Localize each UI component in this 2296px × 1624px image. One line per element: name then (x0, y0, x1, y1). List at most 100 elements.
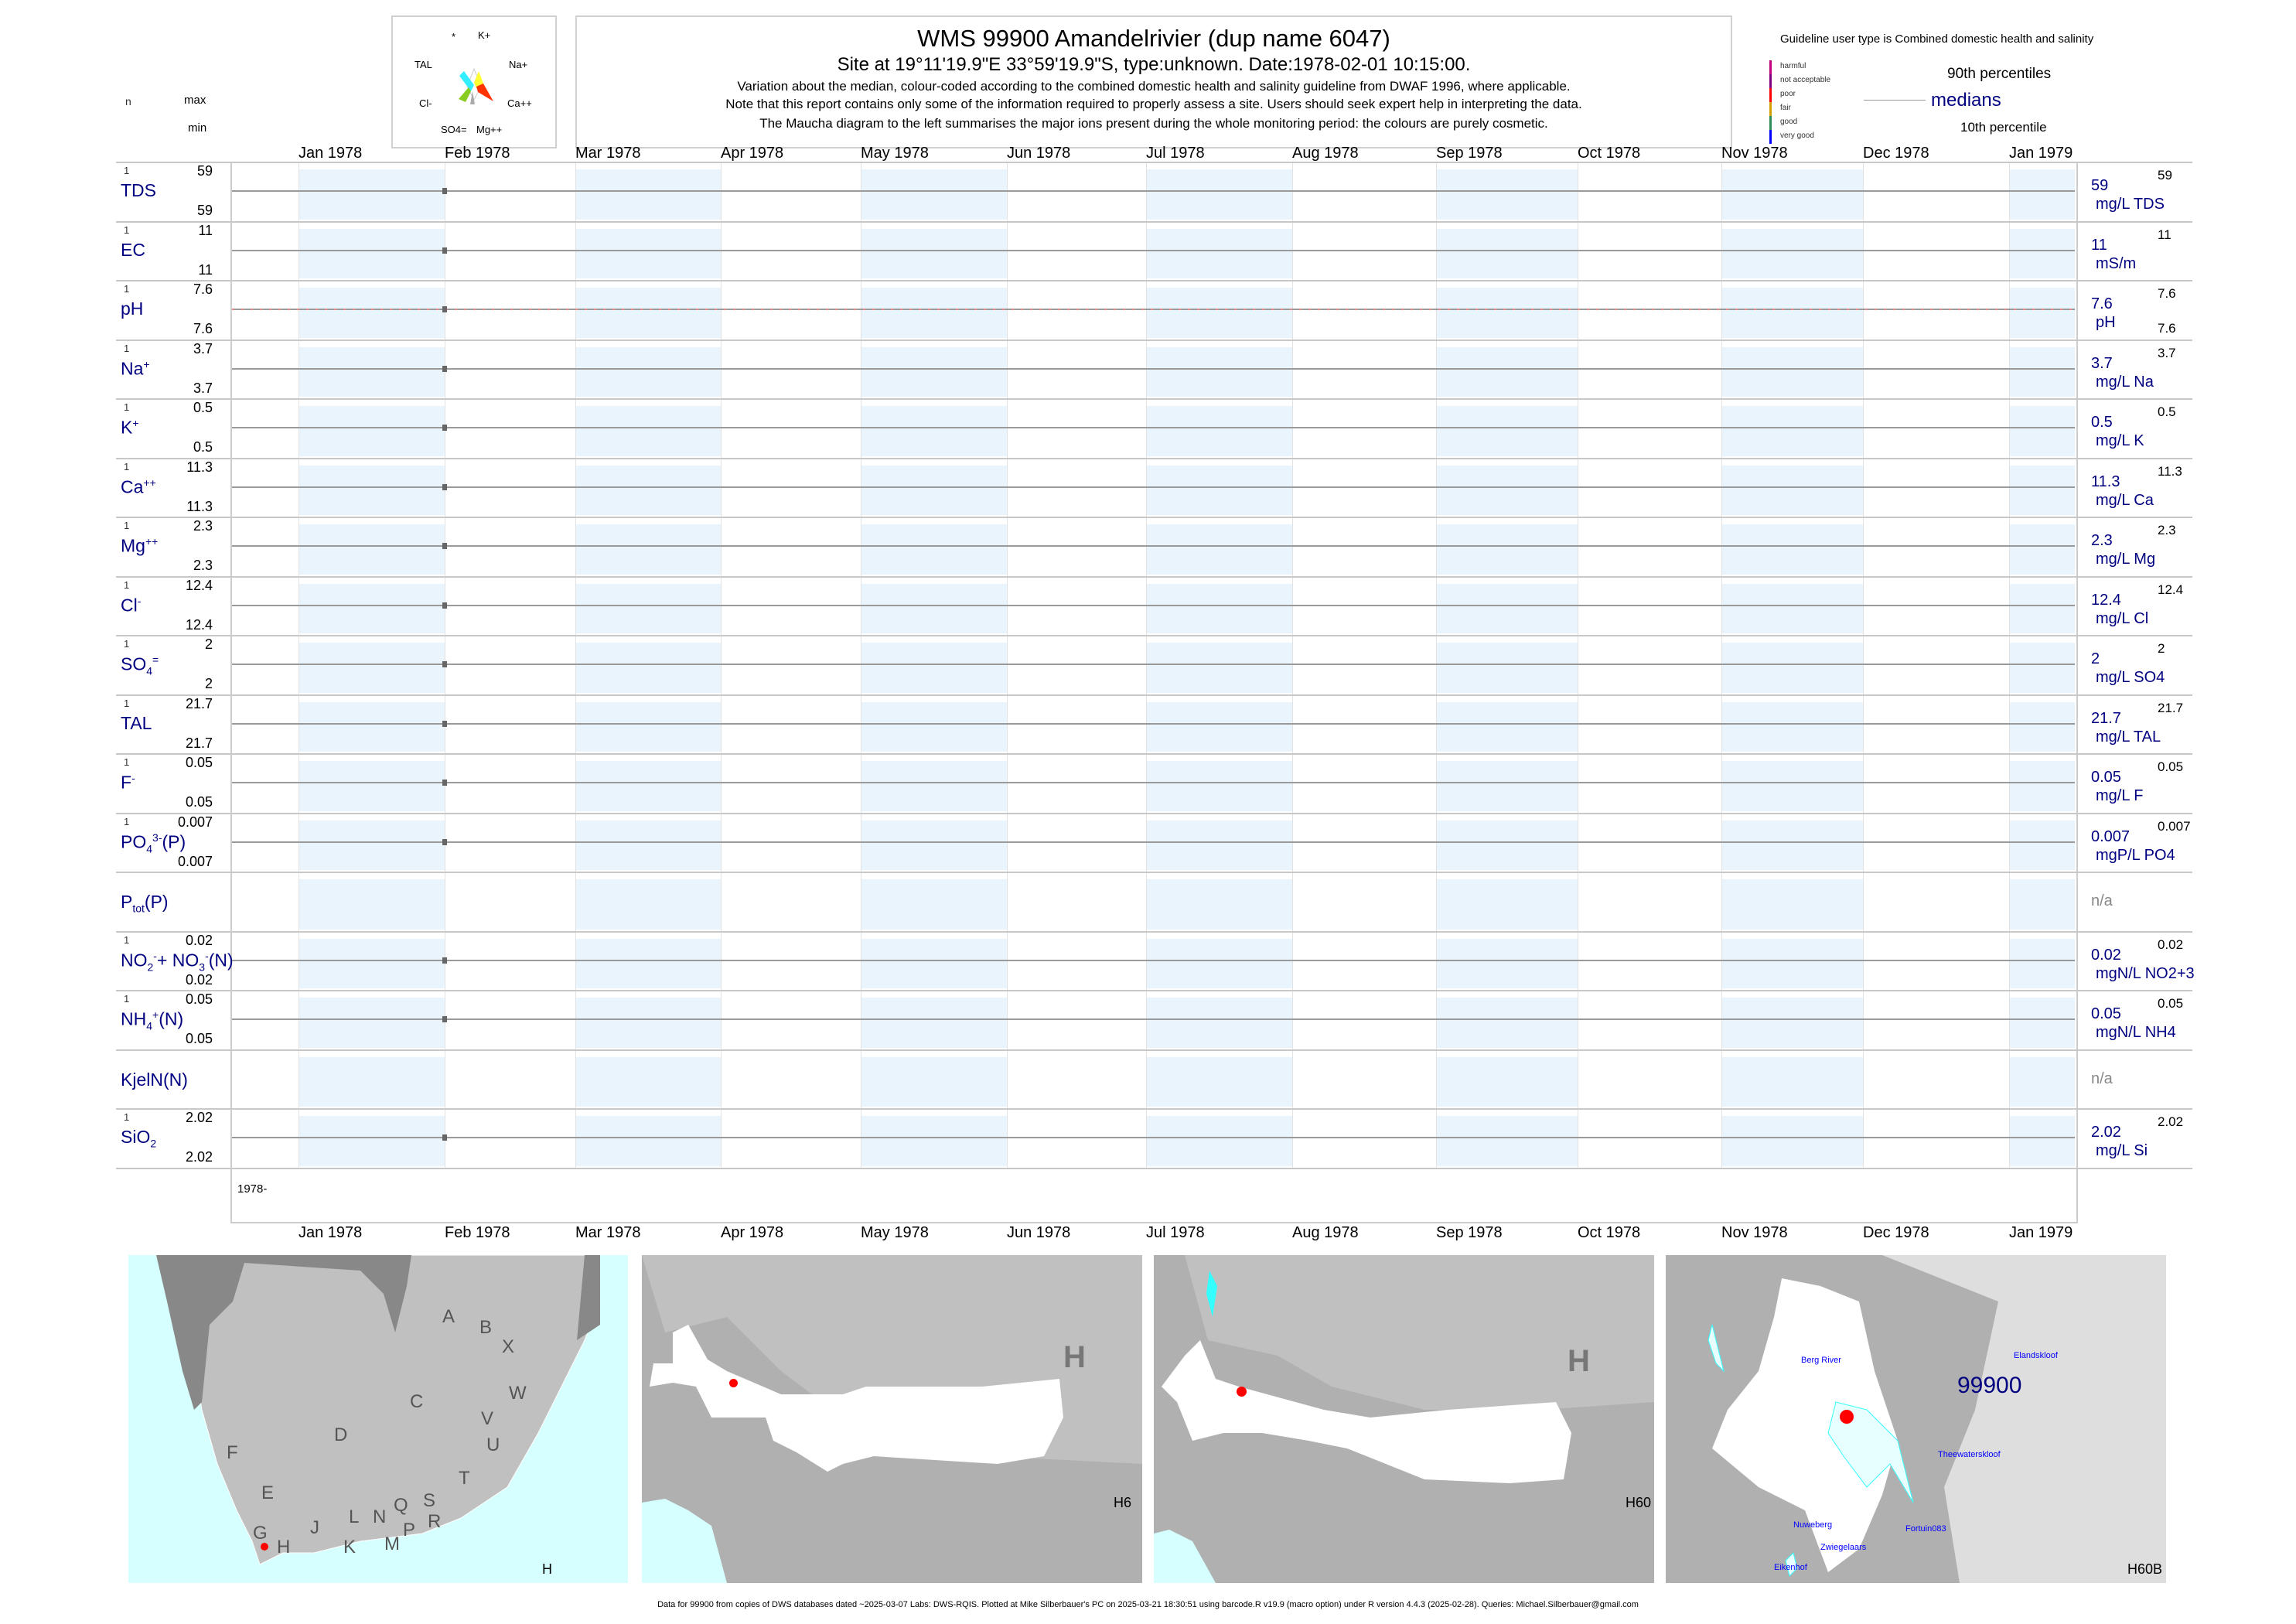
map-corner-label: H (542, 1561, 552, 1577)
unit-label: mg/L SO4 (2096, 669, 2165, 686)
map-h60b: 99900 Berg River Elandskloof Theewatersk… (1666, 1255, 2166, 1583)
label-part: (N) (159, 1008, 184, 1029)
title-box: WMS 99900 Amandelrivier (dup name 6047) … (575, 15, 1732, 148)
parameter-row-f: F- 1 0.05 0.05 0.05 0.05 mg/L F (0, 753, 2296, 813)
month-band (575, 938, 721, 988)
sample-count: 1 (124, 993, 130, 1005)
median-value: 21.7 (2091, 709, 2121, 727)
month-band (1436, 288, 1578, 338)
month-band (861, 701, 1007, 752)
maucha-label-cl: Cl- (419, 97, 432, 109)
parameter-label: PO43-(P) (121, 831, 186, 855)
place-label: Theewaterskloof (1938, 1450, 2001, 1459)
month-band (1436, 346, 1578, 397)
label-part: + (152, 1008, 159, 1021)
max-value: 0.02 (185, 932, 213, 948)
place-label: Zwiegelaars (1820, 1543, 1867, 1552)
south-africa-map-icon (155, 1255, 601, 1565)
month-gridline (721, 872, 722, 931)
month-gridline (575, 1049, 576, 1108)
min-value: 2.3 (193, 558, 213, 573)
month-band (1436, 228, 1578, 278)
month-tick-label: Mar 1978 (575, 1224, 641, 1241)
median-legend-line (1864, 100, 1926, 101)
label-part: ++ (143, 476, 156, 489)
min-value: 2.02 (185, 1149, 213, 1165)
region-label: U (486, 1435, 500, 1455)
region-label: R (428, 1511, 442, 1532)
month-band (2009, 524, 2075, 575)
label-part: EC (121, 239, 145, 260)
month-band (299, 643, 445, 693)
max-value: 2 (204, 636, 213, 652)
label-part: (P) (144, 892, 169, 912)
month-tick-label: Jan 1979 (2009, 145, 2073, 162)
month-band (299, 288, 445, 338)
p90-value: 11 (2158, 227, 2171, 242)
n-header: n (125, 95, 131, 107)
region-label: K (343, 1537, 357, 1557)
month-band (2009, 998, 2075, 1048)
median-value: 2.3 (2091, 532, 2113, 549)
month-tick-label: Jun 1978 (1007, 1224, 1071, 1241)
region-label: Q (394, 1495, 408, 1516)
sample-count: 1 (124, 1111, 130, 1123)
row-separator (116, 398, 2192, 400)
note-2: Note that this report contains only some… (725, 97, 1582, 111)
parameter-row-ptot: Ptot(P) n/a (0, 872, 2296, 931)
month-band (575, 1056, 721, 1107)
month-band (1436, 465, 1578, 515)
unit-label: mg/L Mg (2096, 551, 2156, 568)
month-tick-label: Aug 1978 (1292, 1224, 1359, 1241)
region-label: T (459, 1468, 470, 1489)
month-band (861, 998, 1007, 1048)
p90-value: 3.7 (2158, 345, 2176, 360)
month-band (1146, 1056, 1292, 1107)
unit-label: mg/L Cl (2096, 609, 2149, 627)
row-separator (116, 575, 2192, 578)
label-part: 4 (146, 664, 153, 677)
data-point (442, 365, 447, 372)
month-tick-label: Sep 1978 (1436, 1224, 1503, 1241)
unit-label: mg/L Ca (2096, 491, 2154, 509)
month-band (299, 465, 445, 515)
sample-count: 1 (124, 638, 130, 650)
median-value: 0.05 (2091, 1005, 2121, 1022)
month-band (1721, 1056, 1863, 1107)
month-band (1436, 820, 1578, 870)
label-part: pH (121, 299, 144, 319)
label-part: PO (121, 831, 147, 852)
month-band (1721, 169, 1863, 220)
month-band (1146, 169, 1292, 220)
month-band (1721, 701, 1863, 752)
median-value: 11.3 (2091, 473, 2120, 490)
data-point (442, 1134, 447, 1141)
month-tick-label: Mar 1978 (575, 145, 641, 162)
min-value: 2 (204, 676, 213, 691)
month-band (2009, 228, 2075, 278)
median-line (232, 190, 2075, 192)
maucha-label-mg: Mg++ (476, 124, 503, 135)
data-point (442, 661, 447, 667)
unit-label: mg/L TAL (2096, 728, 2161, 745)
row-separator (116, 930, 2192, 933)
medians-label: medians (1931, 90, 2001, 111)
month-band (1436, 406, 1578, 456)
maucha-star-icon (459, 67, 493, 104)
max-value: 2.3 (193, 518, 213, 534)
median-line (232, 367, 2075, 370)
row-separator (116, 1108, 2192, 1110)
region-label: G (253, 1523, 268, 1544)
month-band (1436, 761, 1578, 811)
region-label: F (227, 1442, 238, 1463)
max-value: 0.5 (193, 400, 213, 415)
parameter-label: KjelN(N) (121, 1070, 188, 1090)
row-separator (116, 635, 2192, 636)
label-part: NH (121, 1008, 147, 1029)
max-value: 11 (198, 222, 213, 238)
month-band (861, 524, 1007, 575)
p90-value: 2 (2158, 641, 2165, 656)
month-tick-label: Jul 1978 (1146, 1224, 1205, 1241)
month-tick-label: Dec 1978 (1863, 1224, 1929, 1241)
parameter-row-nh4: NH4+(N) 1 0.05 0.05 0.05 0.05 mgN/L NH4 (0, 990, 2296, 1049)
